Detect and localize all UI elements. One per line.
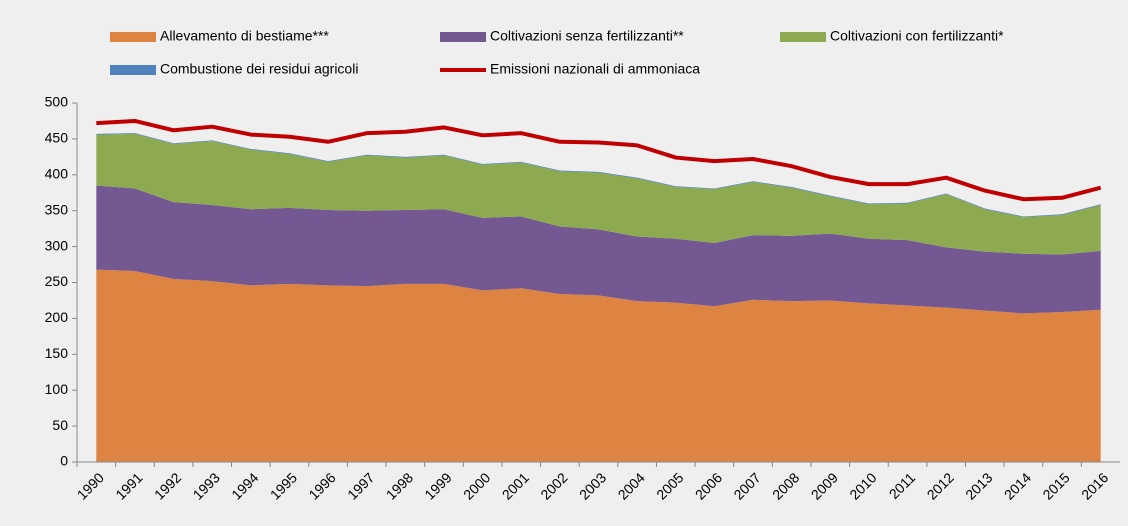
y-tick-label: 450 [45,130,69,146]
x-tick-label: 2003 [576,469,609,502]
x-tick-label: 1992 [151,469,184,502]
area [96,269,1101,462]
x-tick-label: 2005 [653,469,686,502]
area [96,133,1101,218]
x-tick-label: 2015 [1039,469,1072,502]
legend-label: Emissioni nazionali di ammoniaca [490,61,700,77]
x-tick-label: 1991 [112,469,145,502]
x-tick-label: 2013 [962,469,995,502]
x-tick-label: 1997 [344,469,377,502]
y-tick-label: 200 [45,309,69,325]
x-tick-label: 2011 [886,469,919,502]
legend-label: Coltivazioni senza fertilizzanti** [490,28,684,44]
y-tick-label: 500 [45,94,69,110]
legend-label: Coltivazioni con fertilizzanti* [830,28,1004,44]
legend-swatch [110,32,156,42]
y-tick-label: 300 [45,237,69,253]
area [96,185,1101,314]
y-tick-label: 400 [45,166,69,182]
x-tick-label: 2014 [1001,469,1034,502]
x-tick-label: 2016 [1078,469,1111,502]
x-tick-label: 1999 [421,469,454,502]
x-tick-label: 2007 [730,469,763,502]
x-tick-label: 2002 [537,469,570,502]
y-tick-label: 50 [52,417,68,433]
x-tick-label: 1990 [74,469,107,502]
line [96,118,1102,202]
y-tick-label: 150 [45,345,69,361]
x-tick-label: 2004 [615,469,648,502]
x-tick-label: 1996 [305,469,338,502]
y-tick-label: 250 [45,273,69,289]
y-tick-label: 350 [45,201,69,217]
y-tick-label: 0 [60,453,68,469]
x-tick-label: 2006 [692,469,725,502]
legend-swatch [110,65,156,75]
x-tick-label: 2010 [846,469,879,502]
x-tick-label: 2009 [808,469,841,502]
x-tick-label: 2008 [769,469,802,502]
legend-swatch [780,32,826,42]
area [96,133,1101,255]
x-tick-label: 2000 [460,469,493,502]
x-tick-label: 1993 [190,469,223,502]
x-tick-label: 1994 [228,469,261,502]
legend-label: Allevamento di bestiame*** [160,28,329,44]
legend-label: Combustione dei residui agricoli [160,61,358,77]
x-tick-label: 2001 [499,469,532,502]
legend-swatch [440,32,486,42]
y-tick-label: 100 [45,381,69,397]
x-tick-label: 2012 [924,469,957,502]
x-tick-label: 1998 [383,469,416,502]
x-tick-label: 1995 [267,469,300,502]
